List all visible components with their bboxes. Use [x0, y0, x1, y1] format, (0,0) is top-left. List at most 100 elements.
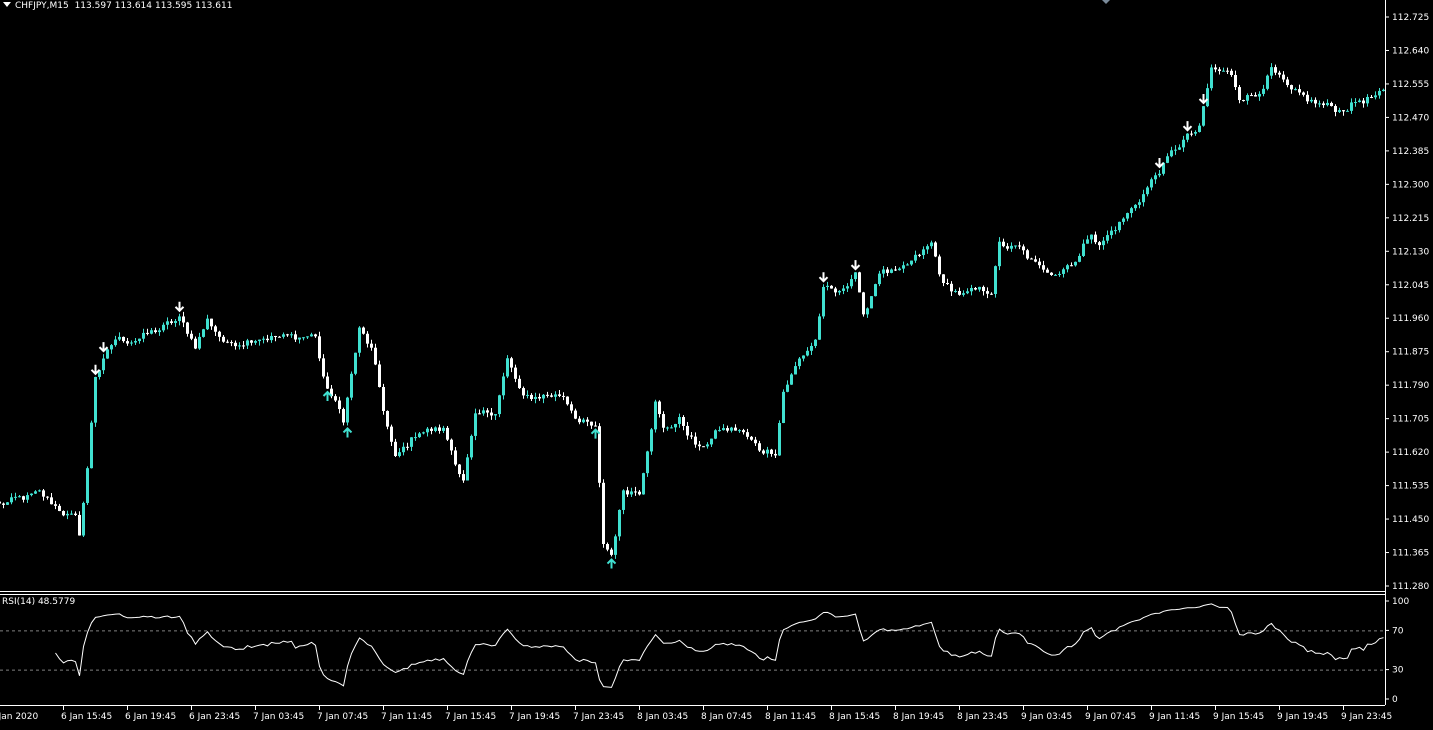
candle	[498, 394, 501, 418]
candle-body	[382, 387, 385, 412]
candle-body	[14, 496, 17, 498]
candle	[378, 360, 381, 388]
candle-body	[602, 482, 605, 545]
candle	[486, 408, 489, 418]
price-label: 112.300	[1392, 180, 1429, 190]
price-axis[interactable]: 112.725 112.640 112.555 112.470 112.385 112.3…	[1385, 0, 1429, 705]
candle	[994, 265, 997, 298]
candle	[1346, 109, 1349, 112]
candle-body	[1094, 234, 1097, 243]
dropdown-triangle-icon[interactable]	[3, 2, 11, 7]
price-label: 112.215	[1392, 214, 1429, 224]
candle	[562, 392, 565, 401]
candle	[922, 246, 925, 260]
candle	[142, 328, 145, 343]
sell-arrow-icon	[98, 342, 109, 353]
candle-body	[182, 316, 185, 323]
candle-body	[774, 453, 777, 456]
rsi-scale-label: 0	[1392, 695, 1398, 705]
time-label: 8 Jan 23:45	[957, 712, 1008, 722]
candle-body	[634, 491, 637, 493]
candle-body	[6, 502, 9, 505]
candle-body	[1078, 255, 1081, 262]
candle	[126, 338, 129, 346]
candle-body	[866, 308, 869, 315]
candle	[78, 511, 81, 536]
candle-body	[218, 331, 221, 337]
candle	[818, 313, 821, 340]
candle	[602, 479, 605, 548]
candle	[882, 265, 885, 278]
candle	[1238, 84, 1241, 104]
candle-body	[1042, 265, 1045, 270]
candle	[806, 347, 809, 357]
candle	[702, 446, 705, 448]
arrow-shape	[1154, 158, 1165, 169]
candle	[286, 333, 289, 337]
candle-body	[762, 450, 765, 454]
candle-body	[226, 341, 229, 343]
candle	[1274, 64, 1277, 76]
candle-body	[1326, 102, 1329, 106]
arrow-shape	[590, 428, 601, 439]
price-label: 112.640	[1392, 46, 1429, 56]
candle	[1366, 94, 1369, 107]
candle-body	[998, 241, 1001, 267]
candle-body	[710, 438, 713, 445]
candle	[550, 393, 553, 398]
candle-body	[1174, 149, 1177, 151]
candle	[1222, 67, 1225, 72]
candle-body	[1338, 110, 1341, 112]
candle	[670, 425, 673, 429]
candle-body	[1034, 259, 1037, 262]
candle-body	[114, 339, 117, 346]
time-label: 7 Jan 03:45	[253, 712, 304, 722]
candle-body	[386, 411, 389, 427]
candle-body	[202, 329, 205, 337]
candle-body	[206, 318, 209, 330]
price-label: 112.470	[1392, 113, 1429, 123]
candle	[1174, 145, 1177, 155]
candle-body	[154, 330, 157, 333]
candle	[630, 487, 633, 497]
candle-body	[278, 336, 281, 338]
candle	[946, 278, 949, 286]
candle-body	[2, 503, 5, 505]
candle-body	[942, 274, 945, 284]
candle-body	[170, 321, 173, 323]
candle	[1110, 226, 1113, 239]
candle	[1038, 258, 1041, 269]
candle-body	[1030, 258, 1033, 260]
candle	[1026, 248, 1029, 260]
candle	[546, 391, 549, 398]
candle-body	[122, 336, 125, 342]
ohlc-open: 113.597	[74, 1, 112, 11]
candle-body	[82, 502, 85, 536]
candle-body	[734, 427, 737, 431]
candle-body	[474, 413, 477, 436]
candle	[1034, 255, 1037, 263]
sell-arrow-icon	[1182, 121, 1193, 132]
time-label: 9 Jan 19:45	[1277, 712, 1328, 722]
candle	[782, 389, 785, 424]
candle	[106, 348, 109, 359]
candle-body	[62, 511, 65, 516]
candle	[1246, 93, 1249, 105]
candle	[1358, 98, 1361, 103]
buy-arrow-icon	[342, 427, 353, 438]
candle	[678, 413, 681, 428]
candle	[898, 267, 901, 271]
candle-body	[606, 544, 609, 550]
scroll-marker-icon[interactable]	[1102, 0, 1110, 4]
candle-body	[450, 439, 453, 451]
candle	[786, 380, 789, 393]
candle-body	[302, 337, 305, 339]
candle-body	[370, 343, 373, 348]
candle	[1202, 105, 1205, 127]
candle-body	[494, 414, 497, 416]
candle	[582, 417, 585, 424]
candle	[394, 438, 397, 458]
time-axis[interactable]: 6 Jan 2020 6 Jan 15:45 6 Jan 19:45 6 Jan 23…	[0, 705, 1392, 722]
